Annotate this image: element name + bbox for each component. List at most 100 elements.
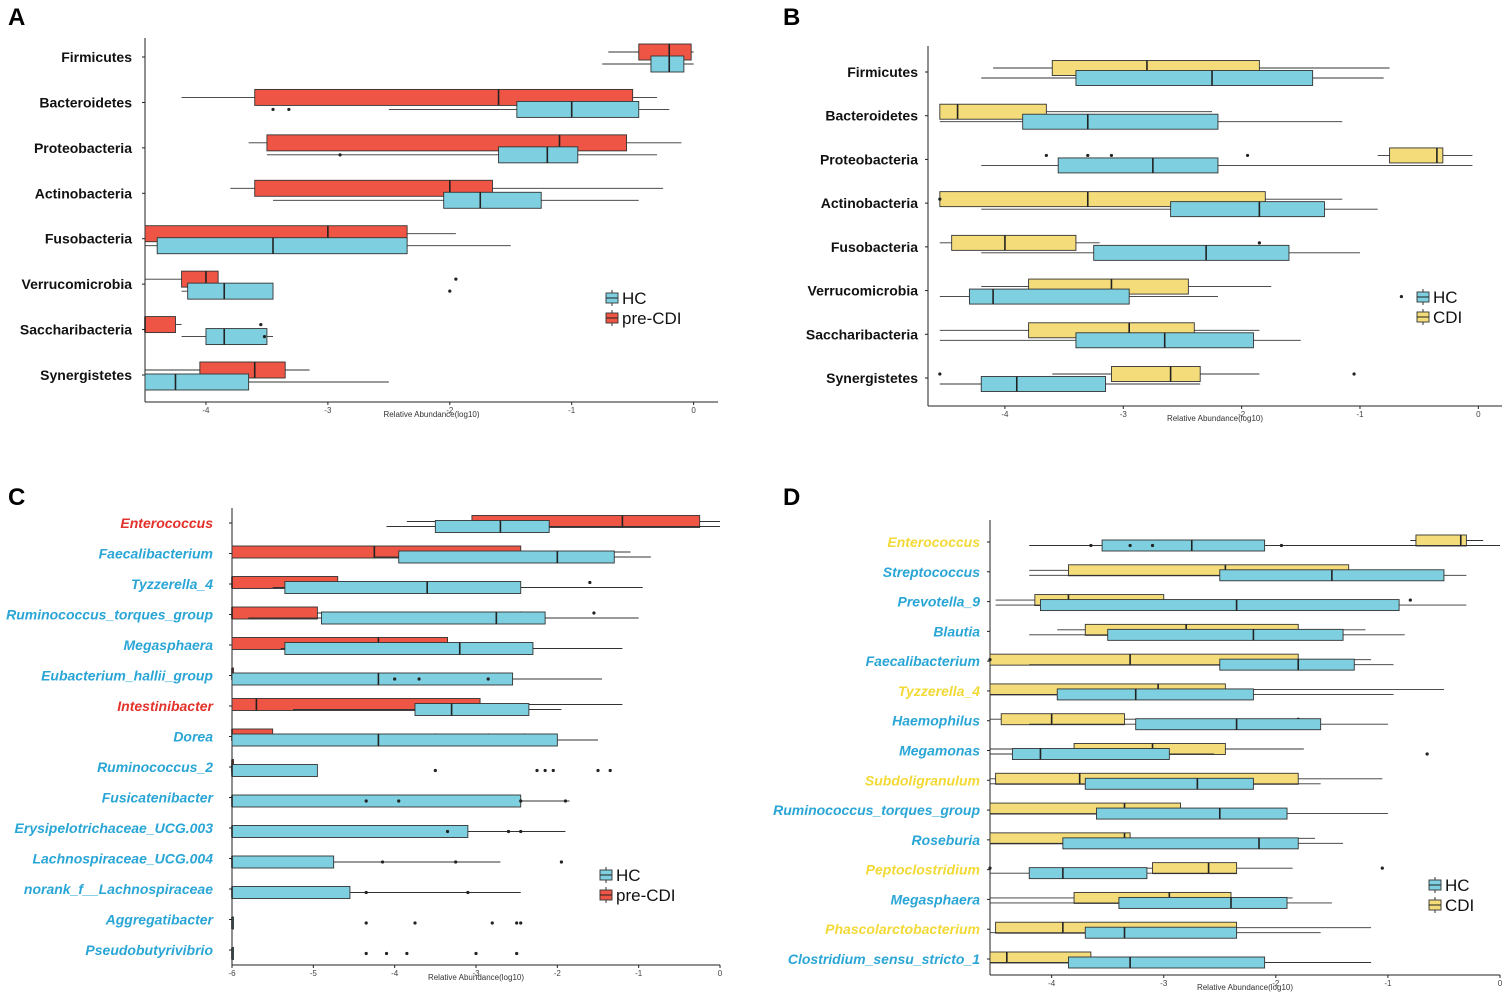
outlier-point [1257,241,1261,245]
box [205,328,268,346]
category-label: Fusicatenibacter [102,790,215,806]
outlier-point [1044,153,1048,158]
panel-letter: A [8,4,25,31]
outlier-point [543,768,547,773]
x-tick-label: -1 [1356,410,1364,419]
boxplot-hc [266,146,658,164]
box [1022,113,1219,130]
outlier-point [563,799,568,803]
box [144,373,250,391]
category-row: Verrucomicrobia [808,278,1404,305]
outlier-point [393,677,397,681]
outlier-point [596,768,600,773]
box [321,611,546,625]
outlier-point [413,921,417,925]
category-row: Subdoligranulum [865,772,1383,790]
box [231,794,522,808]
box [443,191,542,209]
category-row: Peptoclostridium [866,862,1384,880]
panel-letter: C [8,484,25,511]
outlier-point [271,107,275,112]
outlier-point [592,611,596,615]
boxplot-cdi [938,366,1356,382]
category-label: Proteobacteria [820,151,918,167]
category-label: Peptoclostridium [866,862,980,878]
boxplot-hc [939,113,1343,130]
category-label: Clostridium_sensu_stricto_1 [788,951,980,967]
legend-label: HC [1433,288,1458,307]
x-tick-label: -4 [1001,410,1009,419]
outlier-point [938,372,942,376]
box [1135,718,1322,731]
category-row: norank_f__Lachnospiraceae [24,881,521,899]
outlier-point [1150,543,1155,548]
boxplot-hc [271,100,670,118]
category-row: Phascolarctobacterium [825,921,1372,939]
x-tick-label: -2 [554,969,562,978]
category-row: Haemophilus [892,713,1388,731]
category-row: Synergistetes [826,366,1356,392]
panel-a: A -4 -3 -2 -1 0 Relative Abundance(log10) Firmi… [8,4,718,419]
box [231,855,335,869]
panel-c: C -6 -5 -4 -3 -2 -1 0 Relative Abundance(log10) E… [6,484,723,982]
outlier-point [1425,752,1429,756]
category-label: Lachnospiraceae_UCG.004 [32,851,213,867]
outlier-point [535,768,539,773]
boxplot-hc [990,777,1321,790]
category-row: Ruminococcus_torques_group [773,802,1388,820]
category-label: Actinobacteria [35,185,132,201]
outlier-point [1380,866,1384,870]
category-label: Subdoligranulum [865,772,980,788]
boxplot-hc [990,807,1388,820]
box [1170,201,1325,218]
category-label: Megasphaera [124,637,214,653]
box [1389,147,1444,164]
boxplot-hc [144,373,389,391]
category-row: Megamonas [899,743,1429,760]
outlier-point [417,677,421,681]
outlier-point [490,921,494,925]
category-row: Actinobacteria [35,179,664,209]
outlier-point [1408,598,1412,602]
boxplot-hc [280,642,623,655]
category-row: Fusicatenibacter [102,790,570,808]
boxplot-hc [374,550,651,564]
panel-letter: D [783,484,800,511]
x-tick-label: 0 [1476,410,1481,419]
boxplot-hc [990,956,1372,969]
box [1028,867,1148,880]
boxplot-pre-cdi [230,179,664,197]
category-label: Streptococcus [883,564,980,580]
outlier-point [259,322,263,327]
category-row: Lachnospiraceae_UCG.004 [32,851,564,869]
category-label: Fusobacteria [45,231,132,247]
category-row: Verrucomicrobia [22,270,458,300]
boxplot-hc [181,282,452,300]
outlier-point [384,951,389,956]
box [1039,599,1400,612]
category-label: Verrucomicrobia [22,276,133,292]
box [231,606,318,620]
outlier-point [1089,543,1093,548]
boxplot-hc [386,520,720,533]
box [1011,748,1170,760]
category-row: Ruminococcus_2 [97,759,612,777]
outlier-point [287,107,291,112]
box [284,642,534,655]
box [516,100,640,118]
category-row: Clostridium_sensu_stricto_1 [788,951,1372,969]
boxplot-hc [231,764,612,777]
panel-d: D -4 -3 -2 -1 0 Relative Abundance(log10) Enter… [773,484,1503,992]
x-axis-title: Relative Abundance(log10) [1197,983,1293,992]
x-tick-label: -4 [1048,979,1056,988]
boxplot-hc [981,244,1360,261]
box [1107,628,1344,641]
box [187,282,274,300]
category-label: Ruminococcus_torques_group [6,607,213,623]
box [1068,956,1266,969]
category-label: Pseudobutyrivibrio [85,942,213,958]
x-tick-label: -3 [1120,410,1128,419]
boxplot-cdi [939,234,1261,251]
